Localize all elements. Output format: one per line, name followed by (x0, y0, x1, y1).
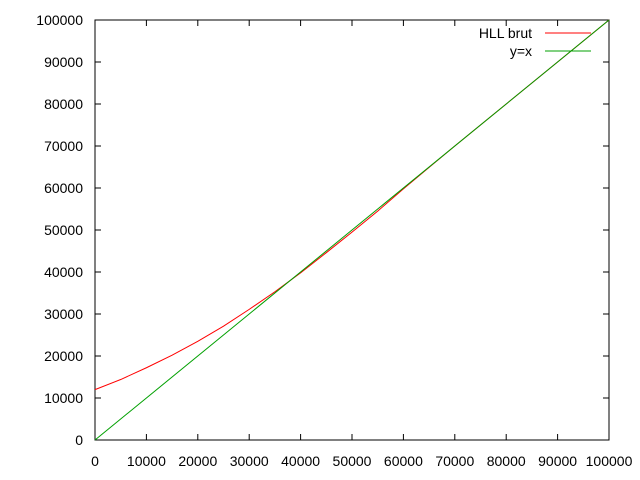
x-tick-label: 40000 (281, 453, 320, 469)
x-tick-label: 60000 (384, 453, 423, 469)
y-tick-label: 40000 (44, 264, 83, 280)
y-tick-label: 90000 (44, 54, 83, 70)
x-tick-label: 50000 (333, 453, 372, 469)
x-tick-label: 30000 (230, 453, 269, 469)
y-tick-label: 100000 (36, 12, 83, 28)
y-tick-label: 20000 (44, 348, 83, 364)
y-tick-label: 50000 (44, 222, 83, 238)
y-tick-label: 0 (75, 432, 83, 448)
x-tick-label: 70000 (435, 453, 474, 469)
legend: HLL brut y=x (479, 25, 591, 59)
series-line-y-equals-x (94, 19, 610, 441)
x-tick-label: 0 (91, 453, 99, 469)
x-tick-label: 10000 (127, 453, 166, 469)
y-tick-label: 60000 (44, 180, 83, 196)
y-tick-label: 70000 (44, 138, 83, 154)
legend-label: HLL brut (479, 25, 532, 41)
x-axis: 0 10000 20000 30000 40000 50000 60000 70000 8000… (91, 20, 633, 469)
x-tick-label: 80000 (487, 453, 526, 469)
x-tick-label: 100000 (586, 453, 633, 469)
x-tick-label: 20000 (178, 453, 217, 469)
x-tick-label: 90000 (538, 453, 577, 469)
y-tick-label: 30000 (44, 306, 83, 322)
y-axis: 0 10000 20000 30000 40000 50000 60000 70000 8000… (36, 12, 609, 448)
y-tick-label: 80000 (44, 96, 83, 112)
y-tick-label: 10000 (44, 390, 83, 406)
series-layer (94, 19, 610, 441)
legend-label: y=x (510, 43, 532, 59)
